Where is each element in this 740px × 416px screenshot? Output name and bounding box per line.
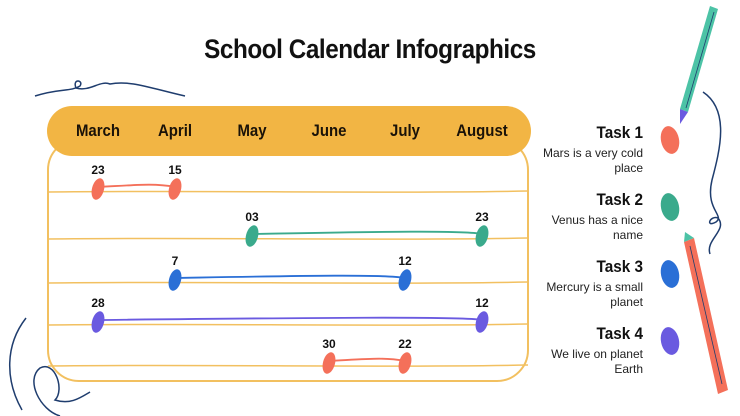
event-end-marker: [168, 178, 182, 200]
row-line: [47, 323, 529, 326]
month-april: April: [157, 121, 193, 140]
event-line: [97, 316, 483, 321]
task-color-marker: [660, 260, 680, 288]
row-line: [47, 364, 529, 367]
month-august: August: [456, 121, 508, 140]
event-end-marker: [398, 352, 412, 374]
page-title: School Calendar Infographics: [204, 34, 536, 64]
row-line: [47, 281, 529, 284]
pen-teal-icon: [680, 6, 718, 124]
task-color-marker: [660, 126, 680, 154]
task-item: Task 3 Mercury is a small planet: [523, 257, 643, 310]
event-line: [97, 183, 176, 188]
task-item: Task 1 Mars is a very cold place: [523, 123, 643, 176]
event-end-day: 12: [475, 296, 489, 310]
event-line: [251, 230, 483, 235]
event-start-marker: [322, 352, 336, 374]
event-start-marker: [91, 178, 105, 200]
scribble-right: [702, 91, 722, 255]
pencil-red-icon: [684, 232, 728, 394]
task-item: Task 4 We live on planet Earth: [523, 324, 643, 377]
event-start-marker: [245, 225, 259, 247]
event-end-marker: [475, 311, 489, 333]
task-description: We live on planet Earth: [551, 347, 643, 376]
event-end-marker: [398, 269, 412, 291]
event-start-marker: [91, 311, 105, 333]
task-color-marker: [660, 327, 680, 355]
task-description: Venus has a nice name: [551, 213, 643, 242]
task-title: Task 2: [596, 190, 643, 209]
event-end-day: 23: [475, 210, 489, 224]
event-end-day: 22: [398, 337, 412, 351]
month-may: May: [237, 121, 267, 140]
row-line: [47, 237, 529, 240]
event-start-marker: [168, 269, 182, 291]
task-title: Task 1: [596, 123, 643, 142]
month-header: [47, 106, 531, 156]
task-title: Task 4: [596, 324, 643, 343]
event-start-day: 30: [322, 337, 336, 351]
event-start-day: 7: [171, 254, 179, 268]
month-june: June: [311, 121, 347, 140]
event-line: [174, 274, 406, 279]
month-july: July: [390, 121, 420, 140]
event-start-day: 03: [245, 210, 259, 224]
row-line: [47, 190, 529, 193]
scribble-bottom-left: [8, 317, 91, 416]
task-description: Mars is a very cold place: [542, 146, 643, 175]
task-title: Task 3: [596, 257, 643, 276]
scribble-top: [34, 80, 186, 97]
event-end-marker: [475, 225, 489, 247]
task-description: Mercury is a small planet: [546, 280, 643, 309]
month-march: March: [75, 121, 121, 140]
event-line: [328, 357, 406, 362]
event-start-day: 23: [91, 163, 105, 177]
event-start-day: 28: [91, 296, 105, 310]
task-item: Task 2 Venus has a nice name: [523, 190, 643, 243]
event-end-day: 12: [398, 254, 412, 268]
event-end-day: 15: [168, 163, 182, 177]
task-color-marker: [660, 193, 680, 221]
